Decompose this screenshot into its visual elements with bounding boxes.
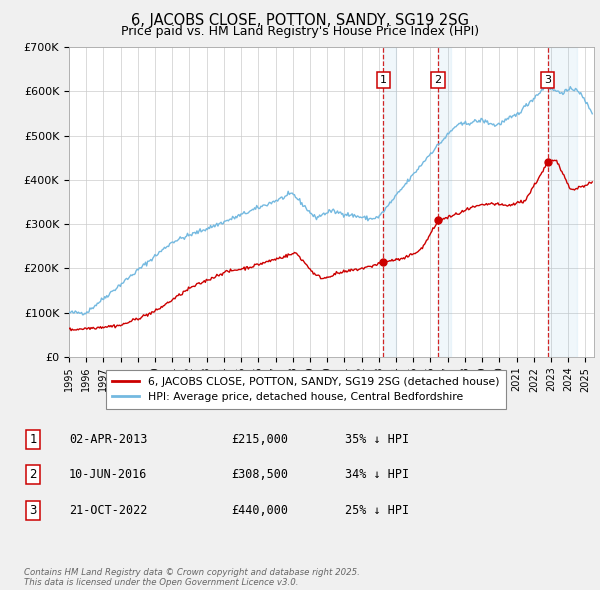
- Text: £440,000: £440,000: [231, 504, 288, 517]
- Text: 3: 3: [29, 504, 37, 517]
- Text: 34% ↓ HPI: 34% ↓ HPI: [345, 468, 409, 481]
- Text: 2: 2: [434, 75, 442, 85]
- Bar: [438, 47, 451, 357]
- Text: 1: 1: [380, 75, 386, 85]
- Text: 25% ↓ HPI: 25% ↓ HPI: [345, 504, 409, 517]
- Text: 21-OCT-2022: 21-OCT-2022: [69, 504, 148, 517]
- Legend: 6, JACOBS CLOSE, POTTON, SANDY, SG19 2SG (detached house), HPI: Average price, d: 6, JACOBS CLOSE, POTTON, SANDY, SG19 2SG…: [106, 370, 506, 409]
- Text: 1: 1: [29, 433, 37, 446]
- Text: 3: 3: [544, 75, 551, 85]
- Text: 2: 2: [29, 468, 37, 481]
- Text: 10-JUN-2016: 10-JUN-2016: [69, 468, 148, 481]
- Text: £215,000: £215,000: [231, 433, 288, 446]
- Bar: [548, 47, 577, 357]
- Text: 35% ↓ HPI: 35% ↓ HPI: [345, 433, 409, 446]
- Text: 02-APR-2013: 02-APR-2013: [69, 433, 148, 446]
- Bar: [383, 47, 396, 357]
- Text: Contains HM Land Registry data © Crown copyright and database right 2025.
This d: Contains HM Land Registry data © Crown c…: [24, 568, 360, 587]
- Text: Price paid vs. HM Land Registry's House Price Index (HPI): Price paid vs. HM Land Registry's House …: [121, 25, 479, 38]
- Text: 6, JACOBS CLOSE, POTTON, SANDY, SG19 2SG: 6, JACOBS CLOSE, POTTON, SANDY, SG19 2SG: [131, 13, 469, 28]
- Text: £308,500: £308,500: [231, 468, 288, 481]
